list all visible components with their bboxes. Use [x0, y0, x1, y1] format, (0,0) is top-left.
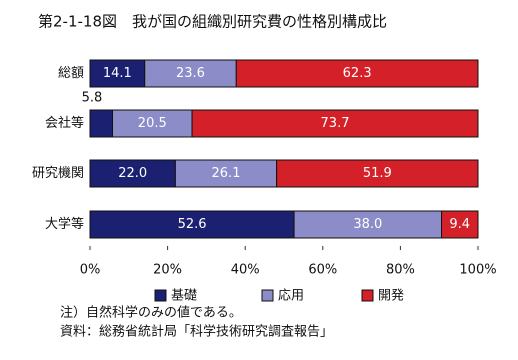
value-label: 14.1	[103, 66, 132, 81]
value-label: 23.6	[176, 66, 205, 81]
legend-label: 基礎	[171, 289, 197, 304]
bar-segment	[89, 159, 176, 188]
x-tick-label: 20%	[153, 263, 182, 278]
y-tick-label: 研究機関	[32, 166, 84, 181]
x-tick-label: 100%	[459, 263, 496, 278]
legend-swatch	[154, 289, 167, 302]
value-label: 5.8	[82, 91, 103, 106]
value-label: 26.1	[212, 166, 241, 181]
bar-segment	[441, 210, 479, 239]
legend-label: 応用	[278, 289, 304, 304]
x-tick-label: 60%	[308, 263, 337, 278]
y-tick-label: 総額	[58, 66, 84, 81]
legend-label: 開発	[378, 289, 404, 304]
value-label: 9.4	[449, 217, 470, 232]
legend-swatch	[361, 289, 374, 302]
y-tick-label: 会社等	[45, 115, 84, 131]
bar-segment	[89, 210, 295, 239]
value-label: 52.6	[178, 217, 207, 232]
legend-swatch	[261, 289, 274, 302]
x-tick-label: 0%	[80, 263, 101, 278]
source: 資料：総務省統計局「科学技術研究調査報告」	[60, 324, 333, 340]
value-label: 38.0	[353, 217, 382, 232]
value-label: 51.9	[363, 166, 392, 181]
bar-segment	[235, 59, 479, 88]
value-label: 62.3	[343, 66, 372, 81]
x-tick-label: 80%	[386, 263, 415, 278]
value-label: 20.5	[138, 116, 167, 131]
bar-segment	[89, 109, 114, 138]
bar-segment	[191, 109, 479, 138]
value-label: 22.0	[118, 166, 147, 181]
bar-segment	[276, 159, 479, 188]
value-label: 73.7	[321, 116, 350, 131]
note: 注）自然科学のみの値である。	[60, 305, 242, 321]
bar-segment	[89, 59, 146, 88]
y-tick-label: 大学等	[45, 216, 84, 232]
bar-segment	[112, 109, 193, 138]
bar-segment	[293, 210, 443, 239]
bar-segment	[174, 159, 278, 188]
chart-title: 第2-1-18図 我が国の組織別研究費の性格別構成比	[38, 13, 387, 31]
x-tick-label: 40%	[231, 263, 260, 278]
